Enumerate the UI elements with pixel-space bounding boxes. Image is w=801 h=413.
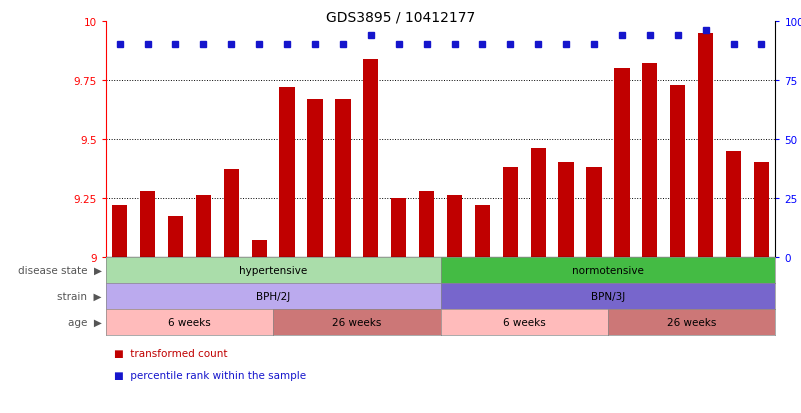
Bar	[419, 191, 434, 257]
Bar	[530, 149, 545, 257]
Text: ■  percentile rank within the sample: ■ percentile rank within the sample	[114, 370, 306, 380]
Bar	[195, 196, 211, 257]
Bar	[363, 59, 378, 257]
Bar	[447, 196, 462, 257]
Text: disease state  ▶: disease state ▶	[18, 265, 102, 275]
Text: BPH/2J: BPH/2J	[256, 291, 290, 301]
Bar	[140, 191, 155, 257]
Bar	[168, 217, 183, 257]
Text: normotensive: normotensive	[572, 265, 644, 275]
Bar	[670, 85, 686, 257]
Text: 26 weeks: 26 weeks	[332, 317, 381, 328]
Bar	[754, 163, 769, 257]
Text: 6 weeks: 6 weeks	[503, 317, 545, 328]
Bar	[391, 198, 406, 257]
Bar	[726, 151, 741, 257]
Text: age  ▶: age ▶	[68, 317, 102, 328]
Text: 26 weeks: 26 weeks	[667, 317, 716, 328]
Bar	[112, 205, 127, 257]
Bar	[642, 64, 658, 257]
Text: ■  transformed count: ■ transformed count	[114, 348, 227, 358]
Bar	[252, 240, 267, 257]
Text: hypertensive: hypertensive	[239, 265, 308, 275]
Bar	[475, 205, 490, 257]
Bar	[558, 163, 574, 257]
Text: strain  ▶: strain ▶	[57, 291, 102, 301]
Bar	[336, 100, 351, 257]
Text: BPN/3J: BPN/3J	[591, 291, 625, 301]
Bar	[614, 69, 630, 257]
Bar	[586, 168, 602, 257]
Text: 6 weeks: 6 weeks	[168, 317, 211, 328]
Text: GDS3895 / 10412177: GDS3895 / 10412177	[326, 10, 475, 24]
Bar	[503, 168, 518, 257]
Bar	[308, 100, 323, 257]
Bar	[280, 88, 295, 257]
Bar	[223, 170, 239, 257]
Bar	[698, 33, 713, 257]
